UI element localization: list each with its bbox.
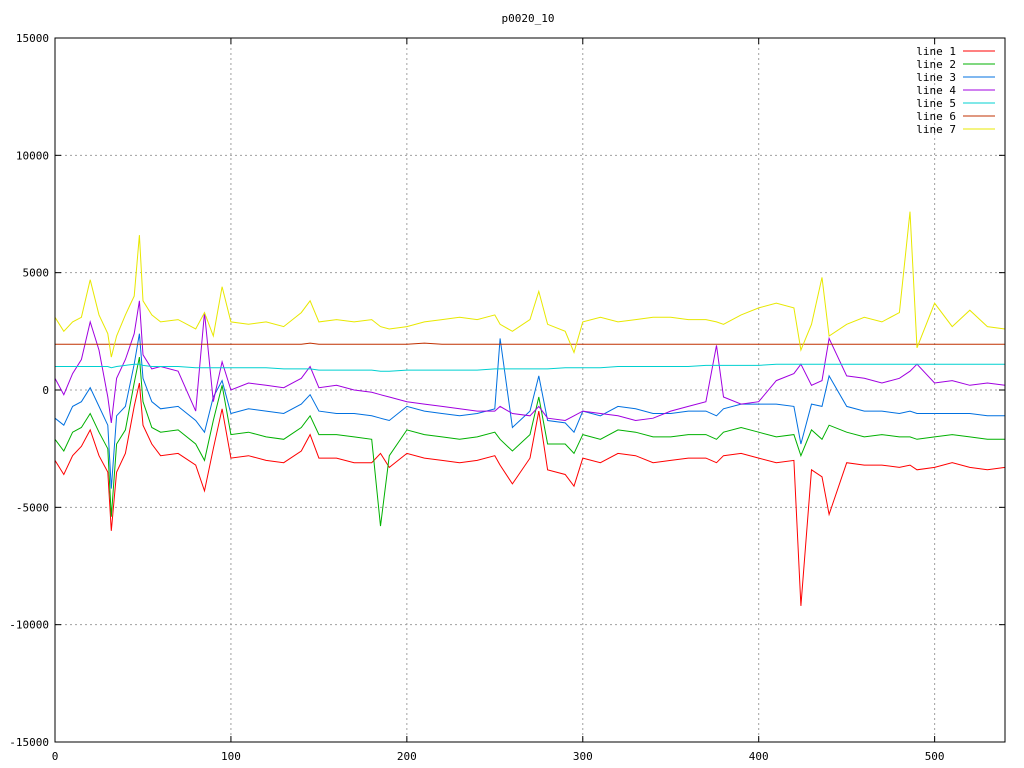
legend-label: line 1 bbox=[916, 45, 956, 58]
x-tick-label: 300 bbox=[573, 750, 593, 763]
y-tick-label: -5000 bbox=[16, 501, 49, 514]
series-line-1 bbox=[54, 382, 1006, 606]
series-group bbox=[54, 211, 1006, 606]
series-line-6 bbox=[55, 342, 1005, 345]
plot-frame bbox=[54, 37, 1006, 743]
y-tick-label: 10000 bbox=[16, 149, 49, 162]
x-tick-label: 500 bbox=[925, 750, 945, 763]
series-line-4 bbox=[54, 300, 1006, 423]
chart-title: p0020_10 bbox=[502, 12, 555, 25]
grid bbox=[55, 38, 1005, 742]
series-line-5 bbox=[55, 363, 1005, 372]
legend-label: line 5 bbox=[916, 97, 956, 110]
x-tick-label: 100 bbox=[221, 750, 241, 763]
series-line-7 bbox=[54, 211, 1006, 358]
x-tick-label: 400 bbox=[749, 750, 769, 763]
legend-label: line 7 bbox=[916, 123, 956, 136]
legend-label: line 4 bbox=[916, 84, 956, 97]
series-line-2 bbox=[54, 357, 1005, 527]
y-tick-label: -10000 bbox=[9, 619, 49, 632]
legend-label: line 3 bbox=[916, 71, 956, 84]
axis-ticks: 0 100 200 300 400 500 -15000 -10000 -5000 0 5000 10… bbox=[9, 32, 1005, 763]
y-tick-label: -15000 bbox=[9, 736, 49, 749]
legend-label: line 2 bbox=[916, 58, 956, 71]
y-tick-label: 5000 bbox=[23, 267, 50, 280]
y-tick-label: 0 bbox=[42, 384, 49, 397]
x-tick-label: 0 bbox=[52, 750, 59, 763]
y-tick-label: 15000 bbox=[16, 32, 49, 45]
x-tick-label: 200 bbox=[397, 750, 417, 763]
legend-label: line 6 bbox=[916, 110, 956, 123]
